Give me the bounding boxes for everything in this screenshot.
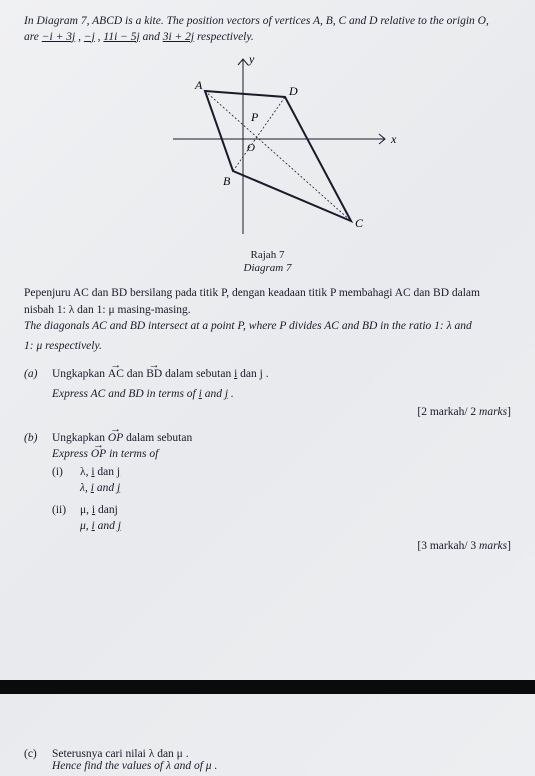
svg-text:P: P: [250, 110, 259, 124]
intro-line1: In Diagram 7, ABCD is a kite. The positi…: [24, 15, 489, 27]
svg-text:x: x: [390, 132, 397, 146]
intro-text: In Diagram 7, ABCD is a kite. The positi…: [24, 14, 511, 45]
svg-text:A: A: [194, 78, 203, 92]
part-c-label: (c): [24, 748, 52, 772]
part-a-my: Ungkapkan AC dan BD dalam sebutan i dan …: [52, 368, 511, 380]
svg-text:C: C: [355, 216, 364, 230]
intro-v3: 11i − 5j: [103, 31, 139, 43]
part-a-en: Express AC and BD in terms of i and j .: [52, 388, 511, 400]
part-b-en: Express OP in terms of: [52, 448, 511, 460]
svg-text:O: O: [247, 142, 255, 154]
svg-text:D: D: [288, 84, 298, 98]
part-b-marks: [3 markah/ 3 marks]: [52, 540, 511, 552]
part-a-label: (a): [24, 368, 52, 418]
intro-v4: 3i + 2j: [163, 31, 194, 43]
part-b-ii: (ii) μ, i danj μ, i and j: [52, 504, 511, 532]
intro-v1: −i + 3j: [42, 31, 75, 43]
intro-v2: −j: [84, 31, 95, 43]
diagram-caption: Rajah 7 Diagram 7: [24, 249, 511, 275]
diagram-7: A B C D P O x y Rajah 7 Diagram 7: [24, 49, 511, 275]
part-c: (c) Seterusnya cari nilai λ dan μ . Henc…: [24, 748, 511, 772]
intro-line2-prefix: are: [24, 31, 42, 43]
part-b-label: (b): [24, 432, 52, 552]
part-b-my: Ungkapkan OP dalam sebutan: [52, 432, 511, 444]
part-a-marks: [2 markah/ 2 marks]: [52, 406, 511, 418]
svg-text:y: y: [248, 52, 255, 66]
separator-bar: [0, 680, 535, 694]
part-b-i: (i) λ, i dan j λ, i and j: [52, 466, 511, 494]
ratio-description: Pepenjuru AC dan BD bersilang pada titik…: [24, 285, 511, 353]
part-a: (a) Ungkapkan AC dan BD dalam sebutan i …: [24, 368, 511, 418]
svg-text:B: B: [223, 174, 231, 188]
part-b: (b) Ungkapkan OP dalam sebutan Express O…: [24, 432, 511, 552]
